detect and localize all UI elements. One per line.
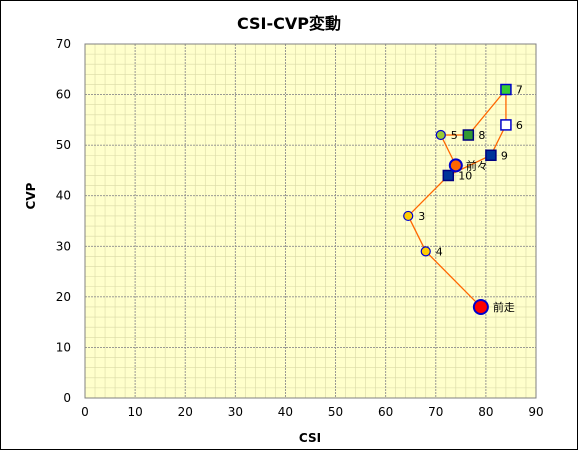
grid-lines — [84, 43, 537, 399]
y-tick-label: 10 — [56, 340, 71, 354]
point-label: 8 — [478, 129, 485, 142]
plot-area — [85, 44, 536, 398]
data-point — [403, 210, 414, 222]
series-line — [407, 87, 507, 308]
x-axis-ticks: 0 10 20 30 40 50 60 70 80 90 — [81, 405, 543, 419]
data-point — [462, 129, 475, 141]
x-tick-label: 40 — [278, 405, 293, 419]
point-label: 7 — [516, 84, 523, 97]
x-tick-label: 10 — [127, 405, 142, 419]
x-tick-label: 60 — [378, 405, 393, 419]
y-tick-label: 60 — [56, 88, 71, 102]
point-label: 前走 — [493, 300, 515, 314]
y-tick-label: 20 — [56, 290, 71, 304]
x-tick-label: 70 — [428, 405, 443, 419]
plot-background — [85, 44, 536, 398]
plot-border — [84, 43, 537, 399]
point-label: 3 — [418, 210, 425, 223]
point-labels: 前走 4 3 10 9 6 7 8 5 前々 — [418, 84, 523, 314]
data-point — [442, 169, 455, 182]
x-tick-label: 80 — [478, 405, 493, 419]
data-point — [500, 119, 512, 131]
point-label: 前々 — [466, 158, 488, 172]
data-point — [500, 83, 512, 96]
x-tick-label: 90 — [528, 405, 543, 419]
y-axis-title: CVP — [24, 182, 38, 209]
chart-title: CSI-CVP変動 — [237, 14, 341, 33]
data-points — [403, 83, 512, 315]
series-path — [407, 87, 507, 308]
x-axis-title: CSI — [299, 431, 321, 445]
y-tick-label: 40 — [56, 189, 71, 203]
x-tick-label: 20 — [178, 405, 193, 419]
point-label: 4 — [436, 245, 443, 258]
point-label: 10 — [458, 169, 472, 182]
x-tick-label: 50 — [328, 405, 343, 419]
y-tick-label: 70 — [56, 37, 71, 51]
data-point — [485, 149, 497, 162]
y-tick-label: 50 — [56, 138, 71, 152]
data-point — [420, 246, 431, 257]
data-point — [435, 129, 446, 141]
y-axis-ticks: 0 10 20 30 40 50 60 70 — [56, 37, 71, 405]
point-label: 5 — [451, 129, 458, 142]
y-tick-label: 30 — [56, 239, 71, 253]
y-tick-label: 0 — [63, 391, 71, 405]
x-tick-label: 30 — [228, 405, 243, 419]
data-point — [472, 298, 489, 315]
point-label: 9 — [501, 149, 508, 162]
x-tick-label: 0 — [81, 405, 89, 419]
point-label: 6 — [516, 119, 523, 132]
data-point — [448, 158, 463, 173]
